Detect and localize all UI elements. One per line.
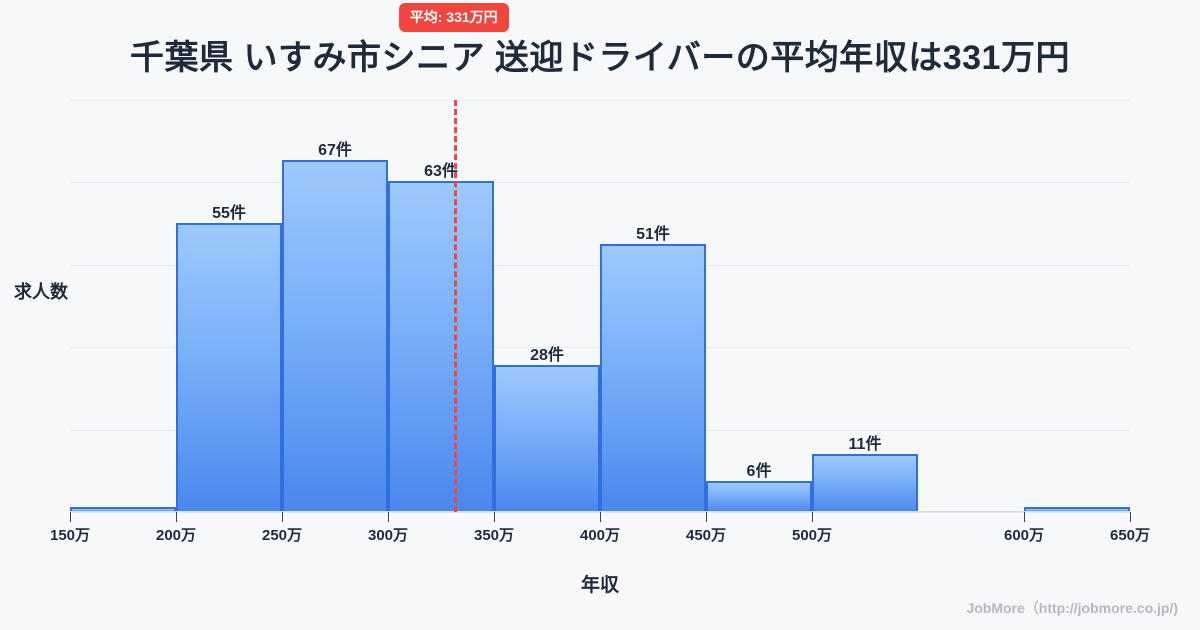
average-badge: 平均: 331万円 [398,3,509,32]
bar-value-label: 51件 [636,226,670,244]
x-axis: 150万 200万 250万 300万 350万 400万 450万 500万 600万 650万 [50,512,1150,552]
x-tick-label: 300万 [367,527,409,544]
x-tick-label: 650万 [1109,527,1151,544]
x-tick-mark [388,512,389,522]
bar [176,223,282,512]
bar-value-label: 11件 [848,436,882,454]
bar [1024,506,1130,512]
bar [706,480,812,512]
bar [282,160,388,512]
bar [600,244,706,512]
x-tick-mark [1024,512,1025,522]
bar [388,181,494,512]
page-title: 千葉県 いすみ市シニア 送迎ドライバーの平均年収は331万円 [130,39,1070,77]
bar-value-label: 67件 [318,142,352,160]
bar [494,365,600,512]
bar [812,454,918,512]
x-axis-label: 年収 [580,575,619,596]
x-tick-mark [812,512,813,522]
bar [70,506,176,512]
x-tick-mark [282,512,283,522]
x-tick-mark [176,512,177,522]
x-tick-label: 400万 [579,527,621,544]
plot-area: 55件 67件 63件 28件 51件 6件 11件 [70,100,1130,513]
x-tick-mark [494,512,495,522]
bar-value-label: 63件 [424,163,458,181]
x-tick-label: 250万 [261,527,303,544]
x-tick-mark [706,512,707,522]
x-tick-label: 450万 [685,527,727,544]
x-tick-label: 500万 [791,527,833,544]
x-tick-mark [70,512,71,522]
x-tick-label: 200万 [155,527,197,544]
x-tick-label: 150万 [49,527,91,544]
average-line [453,100,457,512]
x-tick-label: 600万 [1003,527,1045,544]
x-tick-mark [600,512,601,522]
y-axis-label: 求人数 [14,282,68,302]
bar-value-label: 6件 [746,462,772,480]
bar-value-label: 28件 [530,347,564,365]
bar-value-label: 55件 [212,205,246,223]
x-tick-mark [1130,512,1131,522]
gridline [70,100,1130,101]
footer-credit: JobMore（http://jobmore.co.jp/) [966,600,1178,616]
gridline [70,182,1130,184]
axis-baseline [70,511,1130,512]
x-tick-label: 350万 [473,527,515,544]
